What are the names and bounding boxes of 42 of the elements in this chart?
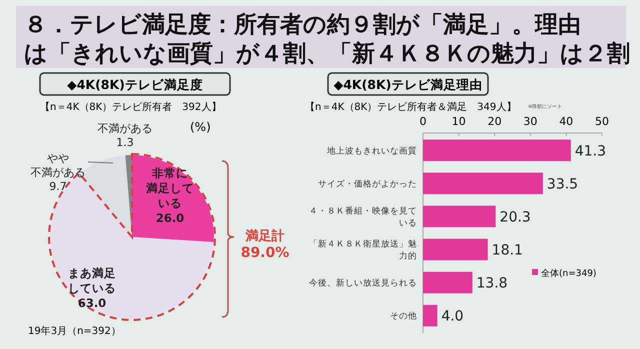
x-tick-label: 20 [488,115,502,128]
x-tick-label: 10 [452,115,466,128]
chart-title: ◆4K(8K)テレビ満足理由 [334,77,482,92]
data-label: 9.7 [49,180,67,193]
bar [423,140,571,162]
x-tick-label: 40 [559,115,574,128]
text: (%) [190,120,211,134]
chart-subtitle: 【n＝4K（8K）テレビ所有者＆満足 349人】 [305,101,516,113]
y-tick-label: 地上波もきれいな画質 [326,145,417,156]
text: 18.1 [492,242,523,259]
data-label: 26.0 [156,211,184,225]
x-tick-label: 0 [420,115,426,128]
text: 13.8 [476,276,508,292]
slice-label: 非常に満足している [145,166,194,210]
text: 89.0% [240,245,290,261]
x-tick-label: 30 [523,115,538,128]
text: 20.3 [500,209,531,226]
slice-label: 不満がある [98,122,152,135]
y-tick-label: その他 [390,310,417,322]
bar [423,172,543,194]
y-tick-label: サイズ・価格がよかった [318,178,417,190]
chart-subtitle: 【n＝4K（8K）テレビ所有者 392人】 [40,101,222,113]
slice-label: まあ満足している [68,266,116,295]
text: 満足計 [244,228,284,244]
y-tick-label: ４・８Ｋ番組・映像を見ている [309,205,417,228]
slice-label: やや不満がある [30,152,86,179]
x-tick-label: 50 [595,115,609,128]
bar [423,272,472,294]
chart-title: ◆4K(8K)テレビ満足度 [67,77,203,92]
bar [423,206,496,228]
bar [423,304,438,326]
text: ８．テレビ満足度：所有者の約９割が「満足」。理由は「きれいな画質」が４割、「新４Ｋ８Ｋの魅力」は２割 [24,11,630,67]
y-tick-label: 今後、新しい放送見られる [309,278,417,289]
text: 4.0 [441,308,464,325]
y-tick-label: 「新４Ｋ８Ｋ衛星放送」魅力的 [309,238,417,262]
text: 19年3月（n=392） [28,325,121,337]
text: 41.3 [574,143,606,160]
legend-label: 全体(n=349) [541,268,596,279]
data-label: 63.0 [78,296,106,310]
text: 33.5 [546,176,578,192]
data-label: 1.3 [116,136,134,149]
bar [423,238,488,260]
